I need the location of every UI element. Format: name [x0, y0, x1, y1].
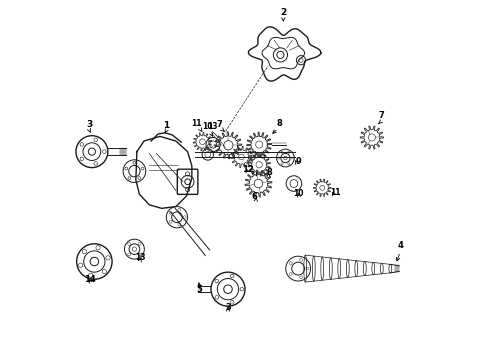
Text: 2: 2 [280, 8, 286, 17]
Text: 13: 13 [135, 252, 146, 261]
Text: 4: 4 [398, 241, 404, 250]
Text: 13: 13 [207, 122, 218, 131]
Text: 10: 10 [202, 122, 213, 131]
Text: 8: 8 [266, 168, 272, 177]
Text: 9: 9 [295, 157, 301, 166]
Text: 3: 3 [86, 120, 92, 129]
Text: 14: 14 [84, 275, 96, 284]
Text: 10: 10 [293, 189, 303, 198]
Text: 3: 3 [225, 303, 231, 312]
Text: 1: 1 [163, 121, 170, 130]
Text: 11: 11 [330, 188, 341, 197]
Text: 7: 7 [216, 120, 222, 129]
Text: 8: 8 [276, 118, 282, 127]
Text: 11: 11 [191, 118, 201, 127]
Text: 12: 12 [242, 165, 254, 174]
Text: 5: 5 [196, 285, 202, 294]
Text: 7: 7 [379, 112, 385, 121]
Text: 6: 6 [252, 192, 258, 201]
